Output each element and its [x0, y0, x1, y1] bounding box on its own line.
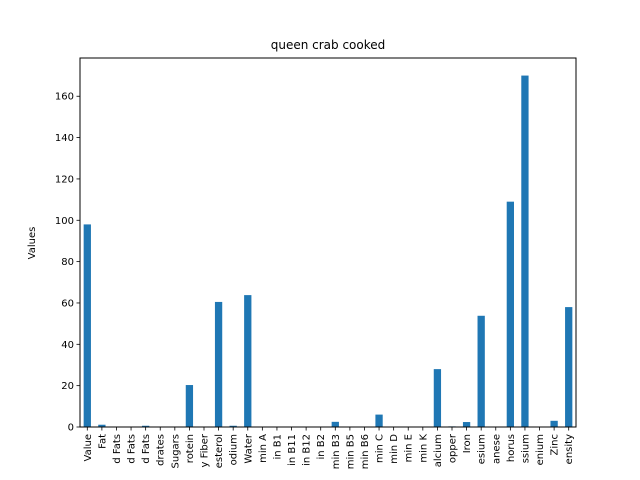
x-tick-label: in B1 [272, 434, 283, 460]
x-tick-label: ensity [564, 434, 575, 464]
bar-24 [433, 369, 442, 427]
x-tick-label: y Fiber [200, 433, 211, 467]
x-tick-label: min A [258, 434, 269, 463]
x-tick-label: esterol [214, 434, 225, 468]
x-tick-label: Zinc [550, 434, 561, 455]
bar-17 [331, 421, 339, 427]
x-tick-label: esium [477, 434, 488, 464]
x-tick-label: min C [375, 434, 386, 463]
bars-group [83, 75, 573, 427]
x-tick-label: d Fats [112, 434, 123, 464]
x-tick-label: in B2 [316, 434, 327, 460]
x-tick-label: Fat [97, 434, 108, 449]
x-tick-label: min B3 [331, 434, 342, 469]
bar-1 [98, 424, 106, 427]
x-tick-label: Sugars [170, 434, 181, 468]
plot-frame [79, 57, 577, 428]
x-tick-label: Iron [462, 434, 473, 453]
bar-29 [506, 201, 514, 427]
y-tick-label: 100 [55, 216, 74, 227]
x-tick-label: ssium [520, 434, 531, 463]
y-tick-label: 0 [68, 423, 74, 434]
x-tick-label: Value [83, 434, 94, 461]
x-tick-label: in B12 [302, 434, 313, 466]
bar-10 [229, 425, 237, 427]
x-tick-label: d Fats [141, 434, 152, 464]
bar-11 [244, 295, 252, 427]
bar-9 [214, 301, 223, 427]
y-tick-label: 80 [61, 257, 74, 268]
x-tick-label: odium [229, 434, 240, 465]
x-tick-label: enium [535, 434, 546, 465]
x-tick-label: min E [404, 434, 415, 462]
x-tick-label: in B11 [287, 434, 298, 466]
y-tick-label: 60 [61, 298, 74, 309]
x-tick-label: d Fats [127, 434, 138, 464]
chart-title: queen crab cooked [271, 38, 386, 52]
x-tick-label: horus [506, 434, 517, 462]
x-tick-label: drates [156, 434, 167, 466]
y-tick-label: 20 [61, 381, 74, 392]
x-tick-label: min K [418, 434, 429, 463]
x-tick-label: alcium [433, 434, 444, 467]
bar-0 [83, 224, 91, 427]
x-tick-label: rotein [185, 434, 196, 463]
bar-4 [142, 425, 150, 427]
y-tick-label: 140 [55, 133, 74, 144]
x-axis-ticks: Value Fat d Fats d Fats d Fats drates Sugars ro… [83, 427, 575, 469]
y-tick-label: 160 [55, 92, 74, 103]
bar-30 [521, 75, 529, 427]
x-tick-label: anese [491, 434, 502, 464]
x-tick-label: min D [389, 434, 400, 464]
bar-7 [185, 385, 194, 427]
x-tick-label: opper [448, 433, 459, 463]
bar-32 [550, 420, 558, 427]
x-tick-label: min B5 [345, 434, 356, 469]
x-tick-label: min B6 [360, 434, 371, 469]
y-axis-ticks: 0 20 40 60 80 100 120 140 160 [55, 92, 80, 434]
x-tick-label: Water [243, 433, 254, 463]
y-tick-label: 120 [55, 174, 74, 185]
bar-27 [477, 315, 485, 427]
bar-26 [462, 422, 471, 427]
y-axis-title: Values [27, 227, 38, 260]
bar-33 [565, 307, 573, 427]
y-tick-label: 40 [61, 340, 74, 351]
bar-20 [375, 414, 383, 427]
